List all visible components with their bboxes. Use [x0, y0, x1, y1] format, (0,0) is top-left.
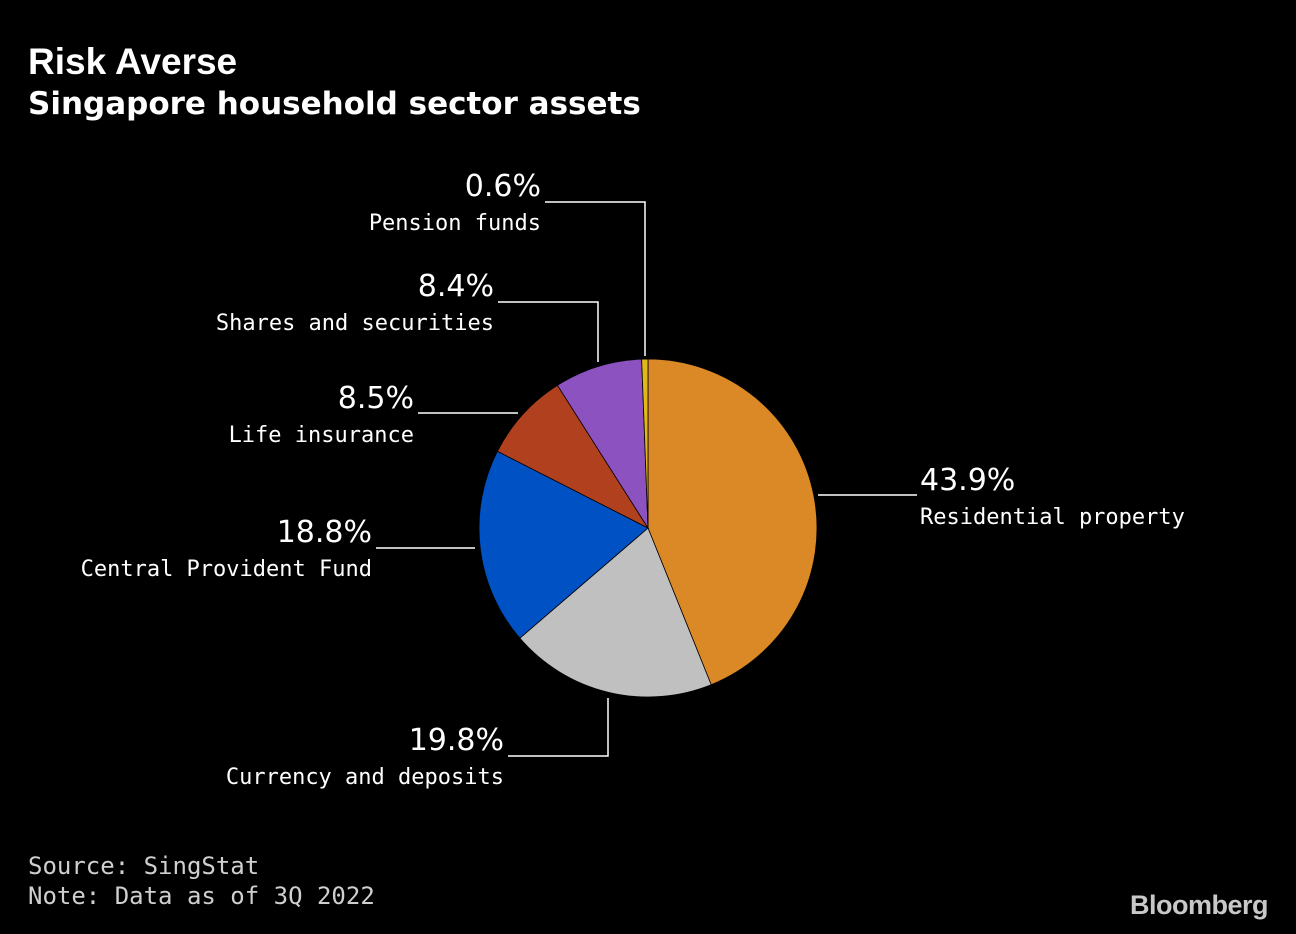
slice-labels: 43.9% Residential property 19.8% Currency a… — [81, 169, 1185, 790]
slice-value-residential-property: 43.9% — [920, 463, 1015, 498]
slice-value-shares-and-securities: 8.4% — [418, 269, 494, 304]
slice-label-currency-and-deposits: Currency and deposits — [226, 765, 504, 790]
slice-label-residential-property: Residential property — [920, 505, 1185, 530]
slice-label-pension-funds: Pension funds — [369, 211, 541, 236]
pie-slice-currency-and-deposits — [519, 527, 712, 698]
chart-title: Risk Averse — [28, 41, 238, 82]
slice-value-currency-and-deposits: 19.8% — [409, 723, 504, 758]
leader-line-pension-funds — [545, 201, 646, 356]
pie-slices — [478, 358, 818, 698]
pie-slice-pension-funds — [641, 358, 649, 529]
slice-value-pension-funds: 0.6% — [465, 169, 541, 204]
leader-line-shares-and-securities — [498, 301, 599, 362]
slice-label-central-provident-fund: Central Provident Fund — [81, 557, 372, 582]
slice-label-life-insurance: Life insurance — [229, 423, 414, 448]
chart-subtitle: Singapore household sector assets — [28, 86, 641, 122]
pie-slice-central-provident-fund — [478, 450, 649, 639]
source-note: Source: SingStat — [28, 852, 260, 880]
pie-slice-residential-property — [647, 358, 818, 686]
pie-slice-shares-and-securities — [556, 358, 649, 530]
leader-lines — [376, 201, 917, 757]
pie-slice-life-insurance — [496, 384, 650, 530]
slice-label-shares-and-securities: Shares and securities — [216, 311, 494, 336]
leader-line-currency-and-deposits — [508, 698, 609, 757]
bloomberg-logo: Bloomberg — [1129, 890, 1269, 920]
slice-value-central-provident-fund: 18.8% — [277, 515, 372, 550]
data-note: Note: Data as of 3Q 2022 — [28, 882, 375, 910]
slice-value-life-insurance: 8.5% — [338, 381, 414, 416]
